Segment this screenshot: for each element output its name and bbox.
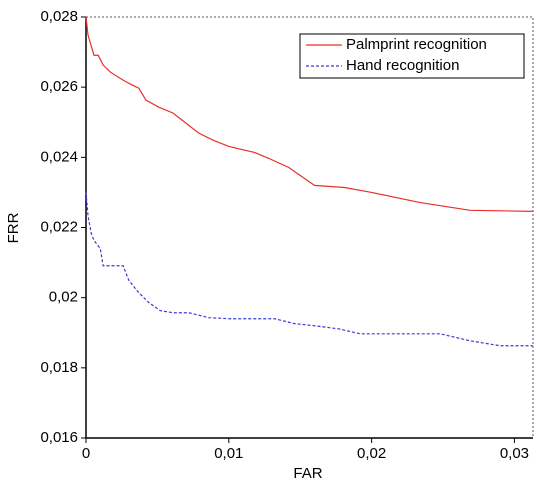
y-tick-label: 0,026: [40, 78, 78, 95]
plot-frame: [86, 16, 534, 438]
y-axis-label: FRR: [5, 212, 22, 243]
y-tick-label: 0,02: [49, 289, 78, 306]
y-tick-label: 0,024: [40, 148, 78, 165]
x-tick-label: 0,03: [500, 445, 529, 462]
x-tick-label: 0: [82, 445, 90, 462]
legend-label: Hand recognition: [346, 57, 459, 74]
y-tick-label: 0,018: [40, 359, 78, 376]
legend-label: Palmprint recognition: [346, 36, 487, 53]
y-tick-label: 0,028: [40, 8, 78, 25]
x-tick-label: 0,02: [357, 445, 386, 462]
line: [85, 16, 534, 212]
y-tick-label: 0,016: [40, 429, 78, 446]
y-tick-label: 0,022: [40, 218, 78, 235]
x-tick-label: 0,01: [214, 445, 243, 462]
legend-box: [299, 33, 525, 79]
x-axis-label: FAR: [293, 465, 322, 482]
